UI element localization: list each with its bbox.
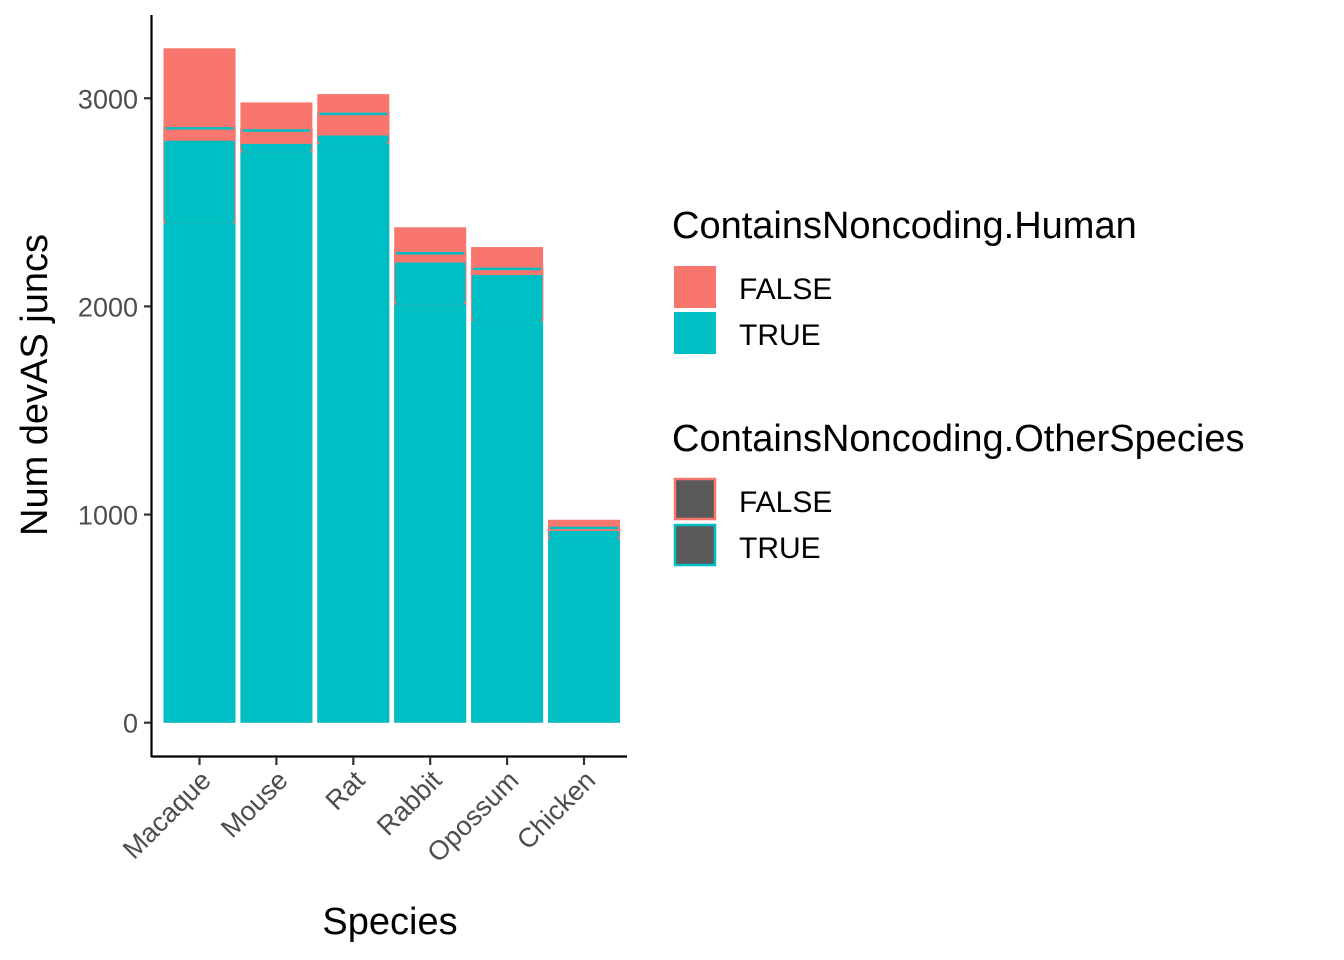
- legend-other-species: ContainsNoncoding.OtherSpecies FALSE TRU…: [672, 418, 1244, 567]
- bar-rabbit-true: [394, 304, 467, 723]
- outline-opossum-other-true: [471, 274, 543, 319]
- outline-mouse-other-true: [241, 143, 312, 151]
- outline-rabbit-other-true: [394, 262, 466, 303]
- outline-layer: [163, 111, 621, 540]
- bar-mouse-true-upper: [240, 145, 313, 153]
- y-ticks: 0 1000 2000 3000: [78, 84, 151, 739]
- x-tick-label-mouse: Mouse: [215, 765, 294, 844]
- legend-human: ContainsNoncoding.Human FALSE TRUE: [672, 205, 1137, 354]
- bars-layer: [163, 48, 625, 723]
- x-tick-label-macaque: Macaque: [117, 765, 217, 865]
- bar-chicken-true: [548, 539, 620, 723]
- bar-opossum-true: [471, 320, 544, 723]
- y-tick-label: 2000: [78, 292, 138, 322]
- outline-chicken-other-true: [548, 530, 620, 538]
- legend-other-false-label: FALSE: [739, 486, 832, 519]
- legend-other-true-label: TRUE: [739, 532, 821, 565]
- bar-rabbit-true-upper: [394, 263, 467, 305]
- bar-rat-true: [317, 144, 390, 723]
- legend-human-true-label: TRUE: [739, 319, 821, 352]
- legend-other-title: ContainsNoncoding.OtherSpecies: [672, 418, 1244, 460]
- bar-macaque-true-upper: [163, 141, 236, 224]
- y-axis-title: Num devAS juncs: [14, 234, 56, 536]
- bar-rat-true-upper: [317, 136, 390, 145]
- x-tick-label-chicken: Chicken: [511, 765, 601, 855]
- outline-rat-other-true: [318, 135, 389, 143]
- y-tick-label: 0: [123, 709, 138, 739]
- bar-opossum-true-upper: [471, 276, 544, 321]
- outline-macaque-other-true: [164, 140, 235, 222]
- y-tick-label: 1000: [78, 501, 138, 531]
- legend-human-true-swatch: [674, 312, 716, 354]
- x-tick-label-rat: Rat: [320, 765, 371, 816]
- legend-other-true-swatch: [673, 523, 717, 567]
- x-axis-title: Species: [322, 901, 457, 943]
- y-tick-label: 3000: [78, 84, 138, 114]
- bar-mouse-true: [240, 152, 313, 723]
- x-tick-label-rabbit: Rabbit: [371, 765, 448, 842]
- legend-other-false-swatch: [673, 477, 717, 521]
- legend-human-false-swatch: [674, 266, 716, 308]
- bar-chicken-true-upper: [548, 532, 620, 540]
- bar-macaque-true: [163, 223, 236, 723]
- legend-human-title: ContainsNoncoding.Human: [672, 205, 1137, 247]
- legend-human-false-label: FALSE: [739, 273, 832, 306]
